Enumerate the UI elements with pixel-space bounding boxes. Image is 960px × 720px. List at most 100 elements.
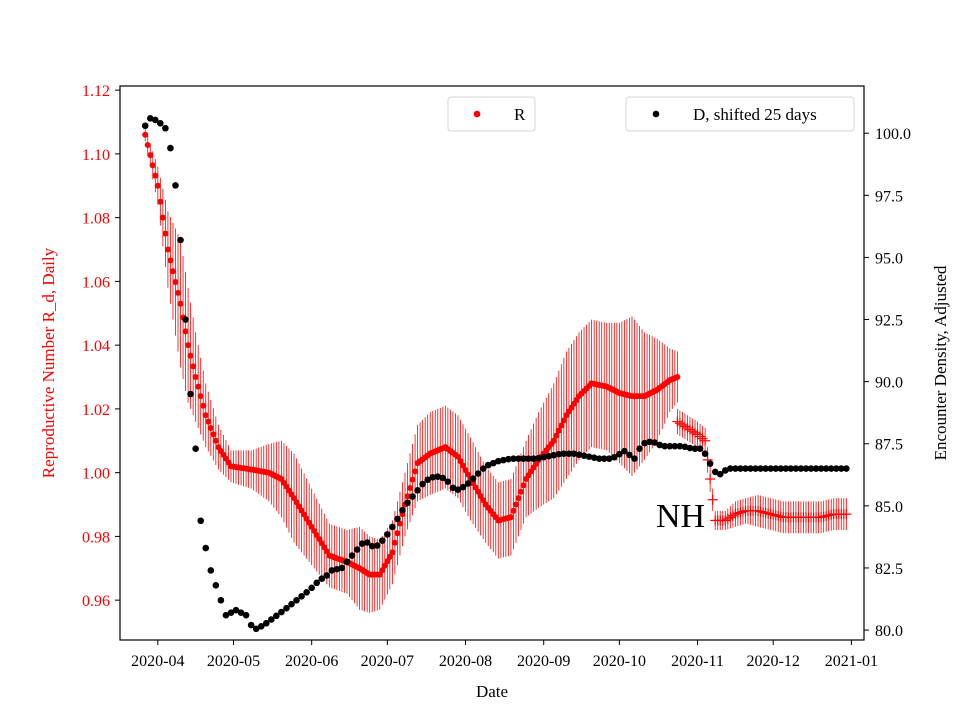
d-point — [348, 552, 356, 559]
d-point — [525, 455, 532, 462]
r-point — [457, 458, 464, 465]
r-point — [149, 162, 156, 169]
x-tick-label: 2020-07 — [361, 653, 414, 670]
r-point — [379, 567, 386, 574]
x-axis-label: Date — [476, 682, 508, 701]
r-point — [404, 493, 411, 500]
x-tick-label: 2020-09 — [517, 653, 570, 670]
left-y-tick-label: 1.08 — [82, 211, 110, 228]
r-point-plus — [768, 509, 779, 520]
legend-r-marker — [473, 110, 481, 118]
d-point — [308, 584, 315, 592]
d-point — [187, 390, 194, 398]
r-point — [192, 374, 199, 381]
left-y-tick-label: 1.02 — [82, 402, 110, 419]
right-y-axis-label: Encounter Density, Adjusted — [931, 265, 950, 460]
d-point — [727, 465, 734, 472]
d-point — [288, 600, 295, 608]
x-axis: 2020-04 2020-05 2020-06 2020-07 2020-08 2020-… — [131, 640, 878, 670]
r-point-plus — [821, 511, 832, 522]
d-point — [368, 542, 376, 550]
r-point — [195, 383, 202, 390]
d-point — [656, 441, 664, 449]
r-point — [510, 507, 517, 514]
d-point — [182, 316, 189, 323]
state-annotation: NH — [656, 498, 705, 535]
d-point — [555, 450, 563, 458]
d-point — [706, 460, 714, 467]
r-point — [459, 462, 466, 469]
d-point — [676, 442, 684, 450]
d-point — [484, 461, 492, 469]
r-point — [210, 431, 217, 438]
d-point — [646, 438, 653, 446]
d-point — [762, 465, 769, 472]
right-y-tick-label: 92.5 — [875, 313, 903, 330]
r-point-plus — [705, 474, 716, 485]
x-tick-label: 2020-05 — [207, 653, 260, 670]
r-point — [376, 571, 383, 578]
d-point — [661, 442, 669, 450]
r-point — [202, 412, 209, 419]
d-point — [232, 606, 240, 614]
r-point-plus — [823, 510, 834, 521]
r-point-plus — [765, 509, 776, 520]
r-point-plus — [737, 506, 748, 517]
r-point — [394, 530, 401, 537]
r-point-plus — [677, 419, 688, 430]
d-point — [621, 447, 628, 455]
r-point-plus — [687, 426, 698, 437]
d-point — [378, 537, 386, 544]
d-point — [273, 612, 280, 620]
legend-d: D, shifted 25 days — [625, 96, 855, 132]
r-point — [465, 471, 472, 478]
r-point — [167, 257, 174, 264]
d-point — [792, 465, 800, 472]
r-point — [177, 300, 184, 307]
d-point — [616, 450, 623, 458]
d-point — [767, 465, 774, 472]
d-point — [424, 476, 431, 484]
r-point — [384, 558, 391, 565]
d-point — [666, 442, 674, 450]
r-point-plus — [725, 512, 736, 523]
d-point — [469, 475, 477, 482]
r-point-plus — [697, 433, 708, 444]
d-point — [535, 454, 542, 462]
x-tick-label: 2020-12 — [747, 653, 800, 670]
d-point — [333, 565, 341, 573]
d-point — [389, 523, 396, 531]
d-point — [157, 119, 164, 127]
r-point — [144, 141, 151, 148]
d-point — [363, 539, 371, 546]
d-point — [807, 465, 815, 472]
d-point — [520, 455, 527, 462]
d-point — [495, 457, 502, 465]
r-point-plus — [679, 421, 690, 432]
d-point — [242, 611, 250, 619]
d-point — [641, 439, 648, 447]
r-point-plus — [816, 512, 827, 523]
d-point — [832, 465, 840, 472]
r-point-plus — [674, 418, 685, 429]
d-point — [404, 499, 411, 507]
d-point — [585, 453, 593, 460]
d-point — [782, 465, 790, 472]
r-point — [550, 437, 557, 444]
d-point — [732, 465, 739, 472]
d-point — [152, 116, 159, 124]
d-point — [752, 465, 759, 472]
right-y-tick-label: 85.0 — [875, 499, 903, 516]
r-point — [175, 289, 182, 296]
d-point — [283, 604, 290, 612]
d-point — [293, 596, 300, 604]
r-point — [407, 484, 414, 491]
r-point-plus — [753, 505, 764, 516]
d-point — [595, 455, 603, 462]
d-point — [172, 182, 179, 189]
r-point-plus — [672, 416, 683, 427]
left-y-tick-label: 1.12 — [82, 83, 110, 100]
r-point — [172, 279, 179, 286]
legend-r: R — [447, 96, 536, 132]
d-point — [222, 611, 230, 619]
